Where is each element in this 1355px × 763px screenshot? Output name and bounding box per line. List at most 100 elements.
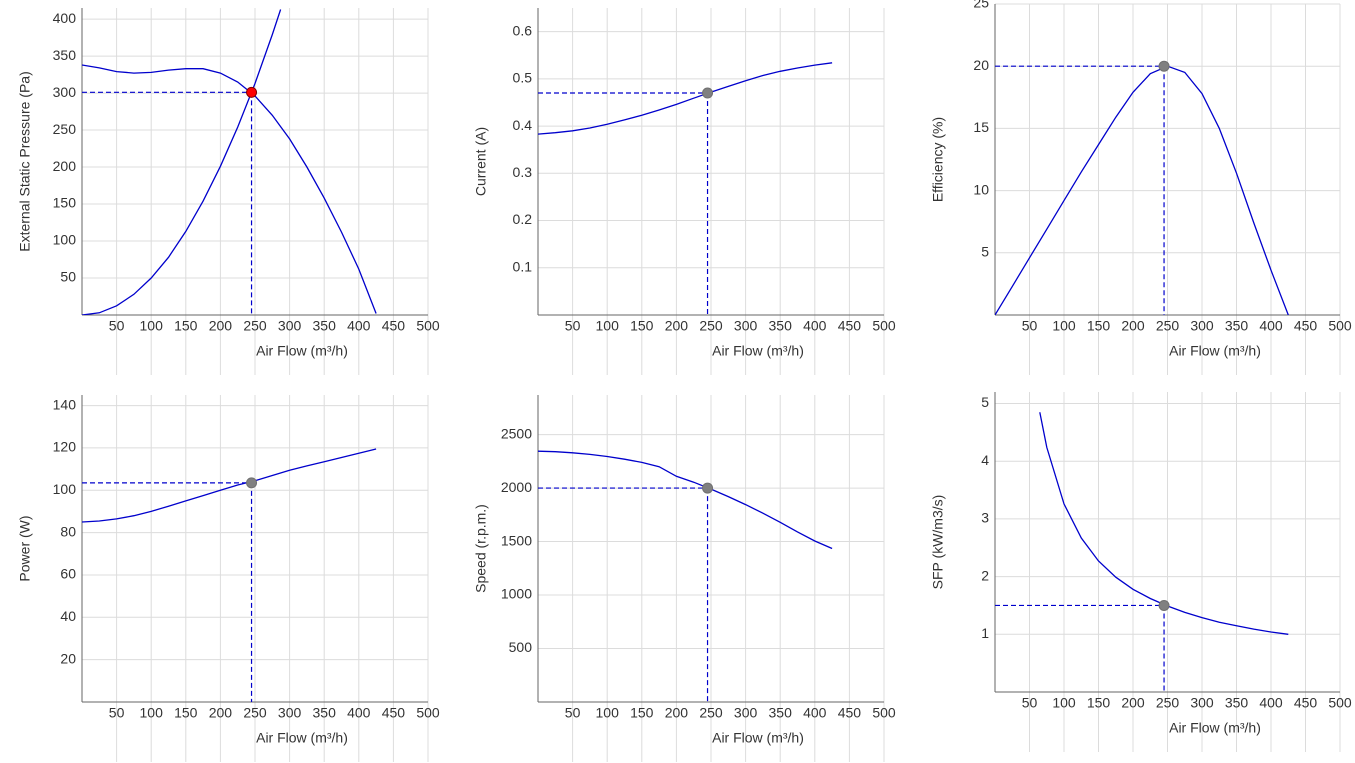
x-tick-label: 250: [1156, 695, 1180, 711]
x-tick-label: 250: [243, 318, 267, 334]
plot-area: [995, 412, 1289, 692]
curve: [82, 64, 377, 314]
curve: [538, 62, 833, 135]
x-tick-label: 50: [1022, 318, 1038, 334]
y-tick-label: 0.3: [513, 164, 533, 180]
x-tick-label: 50: [109, 318, 125, 334]
x-tick-label: 150: [174, 705, 198, 721]
x-tick-label: 100: [596, 705, 620, 721]
x-tick-label: 250: [243, 705, 267, 721]
x-tick-label: 400: [347, 705, 371, 721]
x-tick-label: 350: [1225, 318, 1249, 334]
x-tick-label: 50: [565, 705, 581, 721]
y-tick-label: 40: [60, 608, 76, 624]
y-axis-title: Efficiency (%): [930, 117, 946, 202]
x-tick-label: 300: [734, 318, 758, 334]
plot-area: [995, 65, 1289, 315]
x-tick-label: 400: [803, 318, 827, 334]
y-tick-label: 15: [973, 119, 989, 135]
y-tick-label: 10: [973, 181, 989, 197]
chart-panel: 50 100 150 200 250 300 350 400 450 500 1 2 3 4 5 Air Fl…: [930, 392, 1352, 752]
curve: [995, 65, 1289, 315]
y-tick-label: 80: [60, 523, 76, 539]
x-tick-label: 400: [1259, 318, 1283, 334]
x-tick-label: 300: [1190, 695, 1214, 711]
x-axis-title: Air Flow (m³/h): [712, 343, 804, 359]
x-tick-label: 400: [347, 318, 371, 334]
operating-point: [246, 477, 258, 489]
y-tick-label: 60: [60, 566, 76, 582]
x-tick-label: 450: [382, 705, 406, 721]
y-tick-label: 150: [53, 195, 77, 211]
x-tick-label: 200: [1121, 318, 1145, 334]
x-tick-label: 200: [665, 318, 689, 334]
x-tick-label: 200: [665, 705, 689, 721]
plot-area: [538, 450, 833, 702]
y-tick-label: 2500: [501, 425, 532, 441]
x-tick-label: 450: [382, 318, 406, 334]
x-axis-title: Air Flow (m³/h): [1169, 720, 1261, 736]
operating-point: [1158, 599, 1170, 611]
operating-point: [1158, 60, 1170, 72]
x-tick-label: 500: [1328, 318, 1352, 334]
y-tick-label: 20: [973, 57, 989, 73]
y-tick-label: 3: [981, 510, 989, 526]
curve: [82, 448, 377, 523]
x-tick-label: 350: [769, 705, 793, 721]
y-tick-label: 0.2: [513, 211, 533, 227]
x-tick-label: 150: [174, 318, 198, 334]
x-axis-title: Air Flow (m³/h): [256, 730, 348, 746]
y-tick-label: 200: [53, 158, 77, 174]
x-tick-label: 100: [596, 318, 620, 334]
x-tick-label: 500: [416, 705, 440, 721]
y-tick-label: 300: [53, 84, 77, 100]
x-tick-label: 100: [1052, 695, 1076, 711]
x-tick-label: 350: [313, 705, 337, 721]
chart-panel: 50 100 150 200 250 300 350 400 450 500 50 100 150 200…: [17, 8, 440, 375]
y-tick-label: 25: [973, 0, 989, 11]
y-tick-label: 250: [53, 121, 77, 137]
y-tick-label: 350: [53, 47, 77, 63]
curve: [82, 9, 282, 315]
y-tick-label: 500: [509, 639, 533, 655]
x-axis-title: Air Flow (m³/h): [256, 343, 348, 359]
x-tick-label: 150: [630, 318, 654, 334]
x-tick-label: 50: [109, 705, 125, 721]
x-tick-label: 100: [140, 318, 164, 334]
x-tick-label: 350: [769, 318, 793, 334]
y-tick-label: 50: [60, 269, 76, 285]
x-tick-label: 300: [278, 318, 302, 334]
y-tick-label: 400: [53, 10, 77, 26]
y-axis-title: Current (A): [473, 127, 489, 196]
y-tick-label: 120: [53, 439, 77, 455]
x-tick-label: 450: [838, 318, 862, 334]
plot-area: [82, 448, 377, 702]
x-tick-label: 200: [1121, 695, 1145, 711]
x-tick-label: 250: [1156, 318, 1180, 334]
x-tick-label: 300: [1190, 318, 1214, 334]
x-tick-label: 50: [1022, 695, 1038, 711]
x-tick-label: 450: [1294, 695, 1318, 711]
y-tick-label: 5: [981, 244, 989, 260]
y-tick-label: 4: [981, 452, 989, 468]
y-tick-label: 20: [60, 650, 76, 666]
x-tick-label: 450: [1294, 318, 1318, 334]
plot-area: [82, 9, 377, 315]
x-tick-label: 400: [803, 705, 827, 721]
y-tick-label: 100: [53, 481, 77, 497]
x-tick-label: 450: [838, 705, 862, 721]
chart-panel: 50 100 150 200 250 300 350 400 450 500 5 10 15 20 25 Ai…: [930, 0, 1352, 375]
y-tick-label: 2: [981, 567, 989, 583]
plot-area: [538, 62, 833, 315]
x-tick-label: 100: [1052, 318, 1076, 334]
x-tick-label: 500: [872, 705, 896, 721]
x-tick-label: 300: [734, 705, 758, 721]
y-tick-label: 5: [981, 394, 989, 410]
x-tick-label: 500: [416, 318, 440, 334]
y-axis-title: Speed (r.p.m.): [473, 504, 489, 593]
x-tick-label: 350: [1225, 695, 1249, 711]
y-tick-label: 0.6: [513, 22, 533, 38]
x-tick-label: 500: [872, 318, 896, 334]
y-tick-label: 0.4: [513, 117, 533, 133]
